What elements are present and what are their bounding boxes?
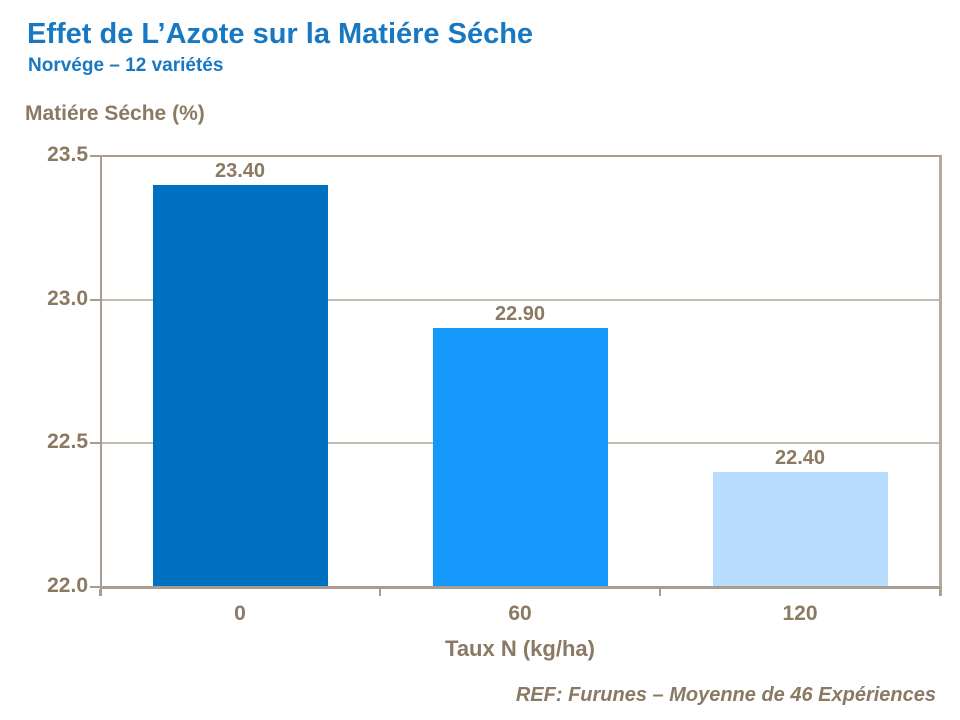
plot-right-border	[939, 156, 942, 596]
plot-top-border	[100, 155, 942, 157]
gridline	[100, 298, 940, 301]
bar-60	[432, 328, 608, 587]
y-tick-label: 23.5	[47, 143, 88, 166]
x-axis-line	[100, 586, 942, 589]
y-tick-label: 23.0	[47, 286, 88, 310]
bar-value-label: 23.40	[214, 159, 266, 182]
y-axis-line	[100, 156, 102, 596]
y-tick-label: 22.5	[47, 430, 88, 454]
bar-120	[712, 472, 888, 587]
y-axis-title: Matiére Séche (%)	[25, 102, 205, 125]
x-tick-mark	[379, 589, 381, 596]
y-tick-mark	[90, 155, 100, 157]
x-tick-mark	[939, 589, 941, 596]
x-axis-title: Taux N (kg/ha)	[445, 636, 595, 661]
page-title: Effet de L’Azote sur la Matiére Séche	[27, 18, 534, 50]
y-tick-mark	[90, 298, 100, 301]
bar-value-label: 22.90	[494, 303, 546, 326]
plot-area	[100, 156, 940, 587]
x-tick-mark	[99, 589, 101, 596]
x-category-label: 120	[782, 602, 818, 625]
x-tick-mark	[659, 589, 661, 596]
y-tick-mark	[90, 586, 100, 588]
bar-value-label: 22.40	[774, 447, 826, 470]
bar-0	[152, 184, 328, 587]
x-category-label: 0	[234, 602, 246, 625]
page-subtitle: Norvége – 12 variétés	[28, 55, 224, 76]
y-tick-mark	[90, 442, 100, 445]
reference-note: REF: Furunes – Moyenne de 46 Expériences	[515, 684, 936, 706]
y-tick-label: 22.0	[47, 574, 88, 597]
x-category-label: 60	[508, 602, 532, 625]
